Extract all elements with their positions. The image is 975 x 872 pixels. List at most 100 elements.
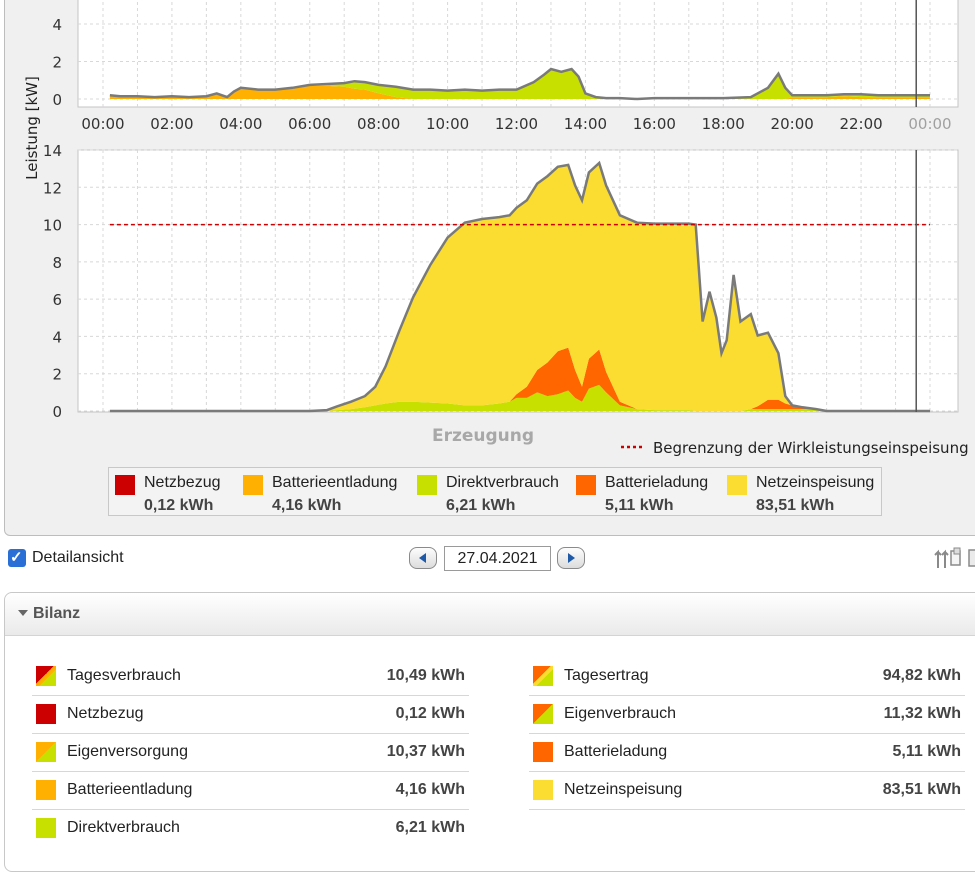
- check-icon: ✓: [10, 549, 23, 566]
- chart-subtitle: Erzeugung: [432, 426, 534, 446]
- area-netzeinspeisung: [109, 163, 930, 411]
- y-tick-label: 0: [52, 91, 62, 109]
- caret-down-icon: [18, 610, 28, 616]
- prev-day-button[interactable]: [409, 547, 437, 569]
- limit-legend-label: Begrenzung der Wirkleistungseinspeisung: [653, 439, 969, 457]
- bilanz-swatch: [36, 780, 56, 800]
- legend-name: Batterieentladung: [272, 474, 398, 491]
- bilanz-row: Batterieladung 5,11 kWh: [529, 734, 965, 772]
- legend-name: Direktverbrauch: [446, 474, 559, 491]
- legend-swatch: [115, 475, 135, 495]
- legend-name: Netzeinspeisung: [756, 474, 875, 491]
- bilanz-swatch: [533, 742, 553, 762]
- x-tick-label: 08:00: [357, 115, 400, 133]
- legend-value: 6,21 kWh: [446, 497, 516, 514]
- chart-production: 0 2 4 6 8 10 12 14 Erzeugung Begrenzung der Wirkl…: [43, 142, 969, 457]
- y-axis-label: Leistung [kW]: [23, 76, 41, 180]
- y-tick-label: 14: [43, 142, 62, 160]
- bilanz-swatch: [533, 780, 553, 800]
- bilanz-value: 83,51 kWh: [882, 781, 961, 798]
- bilanz-label: Eigenverbrauch: [564, 705, 677, 722]
- bilanz-row: Direktverbrauch 6,21 kWh: [32, 810, 469, 848]
- bilanz-swatch: [533, 704, 553, 724]
- x-tick-label: 00:00: [81, 115, 124, 133]
- y-tick-label: 12: [43, 179, 62, 197]
- bilanz-label: Netzbezug: [67, 705, 144, 722]
- x-tick-label: 10:00: [426, 115, 469, 133]
- bilanz-swatch: [36, 704, 56, 724]
- legend-value: 5,11 kWh: [605, 497, 674, 514]
- bilanz-row: Tagesertrag 94,82 kWh: [529, 658, 965, 696]
- x-tick-label: 00:00: [908, 115, 951, 133]
- legend-value: 83,51 kWh: [756, 497, 835, 514]
- bilanz-value: 6,21 kWh: [395, 819, 465, 836]
- bilanz-row: Netzbezug 0,12 kWh: [32, 696, 469, 734]
- bilanz-value: 5,11 kWh: [892, 743, 961, 760]
- x-tick-label: 12:00: [495, 115, 538, 133]
- bilanz-value: 94,82 kWh: [882, 667, 961, 684]
- y-tick-label: 10: [43, 217, 62, 235]
- chart-small: 0 2 4 00:00 02:00 04:00 06:00 08:00 10:00 12:00 14…: [23, 0, 959, 180]
- bilanz-swatch: [36, 818, 56, 838]
- total-outline: [109, 67, 930, 101]
- bilanz-row: Eigenverbrauch 11,32 kWh: [529, 696, 965, 734]
- bilanz-label: Netzeinspeisung: [564, 781, 683, 798]
- bilanz-value: 11,32 kWh: [883, 705, 961, 722]
- detail-label: Detailansicht: [32, 549, 124, 566]
- legend-name: Netzbezug: [144, 474, 221, 491]
- bilanz-value: 4,16 kWh: [395, 781, 465, 798]
- bilanz-label: Eigenversorgung: [67, 743, 188, 760]
- next-day-button[interactable]: [557, 547, 585, 569]
- arrow-left-icon: [419, 553, 426, 563]
- legend-swatch: [727, 475, 747, 495]
- bilanz-swatch: [533, 666, 553, 686]
- bilanz-label: Batterieladung: [564, 743, 668, 760]
- detail-checkbox[interactable]: ✓: [8, 549, 26, 567]
- bilanz-label: Tagesverbrauch: [67, 667, 181, 684]
- bilanz-label: Direktverbrauch: [67, 819, 180, 836]
- bilanz-row: Tagesverbrauch 10,49 kWh: [32, 658, 469, 696]
- legend-swatch: [243, 475, 263, 495]
- legend-value: 4,16 kWh: [272, 497, 342, 514]
- bilanz-panel: Bilanz Tagesverbrauch 10,49 kWh Netzbezug 0…: [4, 592, 975, 872]
- bilanz-value: 10,37 kWh: [386, 743, 465, 760]
- bilanz-swatch: [36, 666, 56, 686]
- bilanz-swatch: [36, 742, 56, 762]
- legend-swatch: [576, 475, 596, 495]
- area-direktverbrauch: [109, 69, 930, 99]
- legend-value: 0,12 kWh: [144, 497, 214, 514]
- y-tick-label: 4: [52, 16, 62, 34]
- x-tick-label: 14:00: [564, 115, 607, 133]
- bilanz-value: 10,49 kWh: [386, 667, 465, 684]
- y-tick-label: 0: [52, 403, 62, 421]
- y-tick-label: 6: [52, 291, 62, 309]
- total-outline: [109, 160, 930, 413]
- chart-legend: Netzbezug 0,12 kWh Batterieentladung 4,16 k…: [108, 467, 882, 516]
- area-direktverbrauch: [109, 384, 930, 411]
- bilanz-label: Batterieentladung: [67, 781, 193, 798]
- area-batterieentladung: [109, 85, 930, 99]
- x-tick-label: 22:00: [839, 115, 882, 133]
- x-tick-label: 06:00: [288, 115, 331, 133]
- x-tick-label: 04:00: [219, 115, 262, 133]
- x-tick-label: 18:00: [702, 115, 745, 133]
- legend-swatch: [417, 475, 437, 495]
- legend-name: Batterieladung: [605, 474, 709, 491]
- y-tick-label: 2: [52, 54, 62, 72]
- bilanz-header[interactable]: Bilanz: [5, 593, 975, 636]
- y-tick-label: 2: [52, 366, 62, 384]
- bilanz-row: Netzeinspeisung 83,51 kWh: [529, 772, 965, 810]
- arrow-right-icon: [568, 553, 575, 563]
- bilanz-row: Batterieentladung 4,16 kWh: [32, 772, 469, 810]
- bilanz-row: Eigenversorgung 10,37 kWh: [32, 734, 469, 772]
- y-tick-label: 4: [52, 328, 62, 346]
- bilanz-label: Tagesertrag: [564, 667, 649, 684]
- charts-svg: 0 2 4 00:00 02:00 04:00 06:00 08:00 10:00 12:00 14…: [23, 0, 969, 457]
- bilanz-value: 0,12 kWh: [395, 705, 465, 722]
- x-tick-label: 20:00: [771, 115, 814, 133]
- y-tick-label: 8: [52, 254, 62, 272]
- x-tick-label: 02:00: [150, 115, 193, 133]
- x-tick-label: 16:00: [633, 115, 676, 133]
- export-icon[interactable]: [934, 546, 975, 572]
- date-field[interactable]: 27.04.2021: [444, 546, 551, 571]
